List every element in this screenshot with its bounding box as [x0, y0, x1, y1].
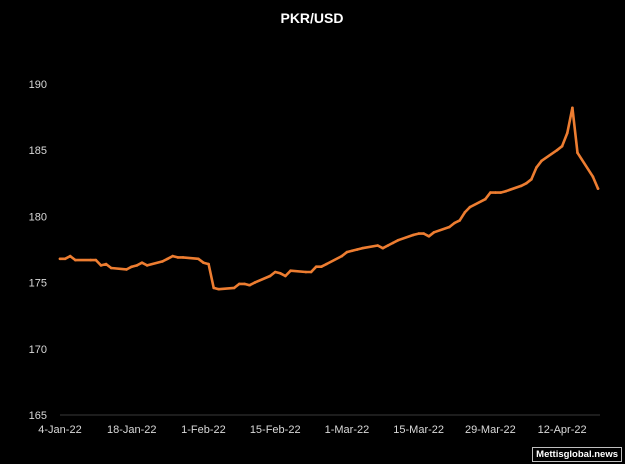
x-tick-label: 15-Feb-22 — [250, 424, 301, 436]
data-point — [576, 151, 579, 155]
data-point — [161, 260, 164, 263]
data-point — [361, 246, 364, 250]
y-tick-label: 185 — [29, 145, 47, 157]
y-axis-ticks: 165 170 175 180 185 190 — [29, 79, 47, 422]
y-tick-label: 165 — [29, 410, 47, 422]
data-point — [555, 148, 559, 152]
data-point — [345, 250, 349, 254]
x-tick-label: 1-Feb-22 — [181, 424, 226, 436]
series-line — [58, 106, 600, 291]
data-point — [381, 246, 385, 250]
data-point — [74, 258, 77, 262]
data-point — [140, 261, 144, 265]
data-point — [340, 254, 344, 258]
data-point — [417, 232, 421, 235]
data-point — [504, 189, 508, 193]
data-point — [571, 106, 574, 110]
data-point — [197, 257, 200, 261]
data-point — [135, 264, 139, 267]
data-point — [494, 191, 497, 194]
data-point — [202, 261, 205, 265]
chart-title: PKR/USD — [280, 10, 343, 26]
x-tick-label: 15-Mar-22 — [393, 424, 444, 436]
data-point — [350, 249, 354, 253]
x-tick-label: 1-Mar-22 — [325, 424, 370, 436]
data-point — [99, 264, 103, 267]
data-point — [458, 219, 462, 222]
data-point — [212, 286, 215, 290]
data-point — [268, 274, 272, 278]
x-tick-label: 18-Jan-22 — [107, 424, 157, 436]
data-point — [176, 256, 180, 259]
x-tick-label: 29-Mar-22 — [465, 424, 516, 436]
data-point — [530, 178, 533, 181]
data-point — [63, 257, 67, 261]
data-point — [396, 238, 400, 242]
data-point — [355, 248, 359, 251]
data-point — [243, 282, 246, 286]
data-point — [273, 270, 277, 274]
data-point — [253, 281, 256, 284]
data-point — [181, 256, 185, 259]
data-point — [68, 254, 72, 258]
data-point — [535, 166, 538, 169]
data-point — [248, 283, 251, 287]
data-point — [453, 221, 456, 225]
data-point — [325, 262, 328, 266]
data-point — [386, 244, 390, 247]
data-point — [232, 286, 236, 290]
data-point — [207, 262, 210, 266]
data-point — [591, 175, 595, 178]
x-tick-label: 12-Apr-22 — [538, 424, 587, 436]
data-point — [171, 254, 174, 258]
series-group — [58, 106, 600, 291]
data-point — [484, 197, 487, 201]
data-point — [463, 211, 467, 214]
data-point — [525, 182, 528, 185]
data-point — [540, 159, 543, 163]
data-point — [217, 287, 221, 291]
data-point — [566, 131, 569, 135]
data-point — [284, 274, 287, 278]
data-point — [560, 144, 564, 148]
data-point — [279, 272, 282, 275]
x-tick-label: 4-Jan-22 — [38, 424, 81, 436]
data-point — [391, 241, 395, 245]
data-point — [304, 270, 308, 274]
data-point — [596, 187, 600, 190]
data-point — [489, 191, 492, 194]
data-point — [320, 265, 323, 269]
data-point — [289, 269, 292, 273]
data-point — [166, 257, 169, 261]
data-point — [130, 265, 133, 269]
y-tick-label: 175 — [29, 278, 47, 290]
y-tick-label: 180 — [29, 211, 47, 223]
y-tick-label: 190 — [29, 79, 47, 91]
data-point — [376, 244, 380, 247]
data-point — [448, 225, 451, 229]
x-axis-ticks: 4-Jan-22 18-Jan-22 1-Feb-22 15-Feb-22 1-Mar-… — [38, 424, 586, 436]
data-point — [412, 233, 415, 237]
data-point — [499, 191, 502, 194]
data-point — [314, 265, 318, 269]
data-point — [238, 282, 241, 286]
data-point — [89, 258, 92, 262]
data-point — [58, 257, 62, 261]
data-point — [432, 231, 436, 234]
data-point — [104, 262, 108, 266]
data-point — [94, 258, 98, 262]
watermark-label: Mettisglobal.news — [532, 447, 622, 462]
data-point — [422, 232, 426, 235]
data-point — [145, 264, 149, 267]
data-point — [468, 205, 472, 209]
data-point — [519, 184, 523, 188]
data-point — [125, 268, 128, 271]
data-point — [427, 235, 431, 238]
y-tick-label: 170 — [29, 344, 47, 356]
data-point — [109, 266, 113, 270]
data-point — [309, 270, 313, 274]
